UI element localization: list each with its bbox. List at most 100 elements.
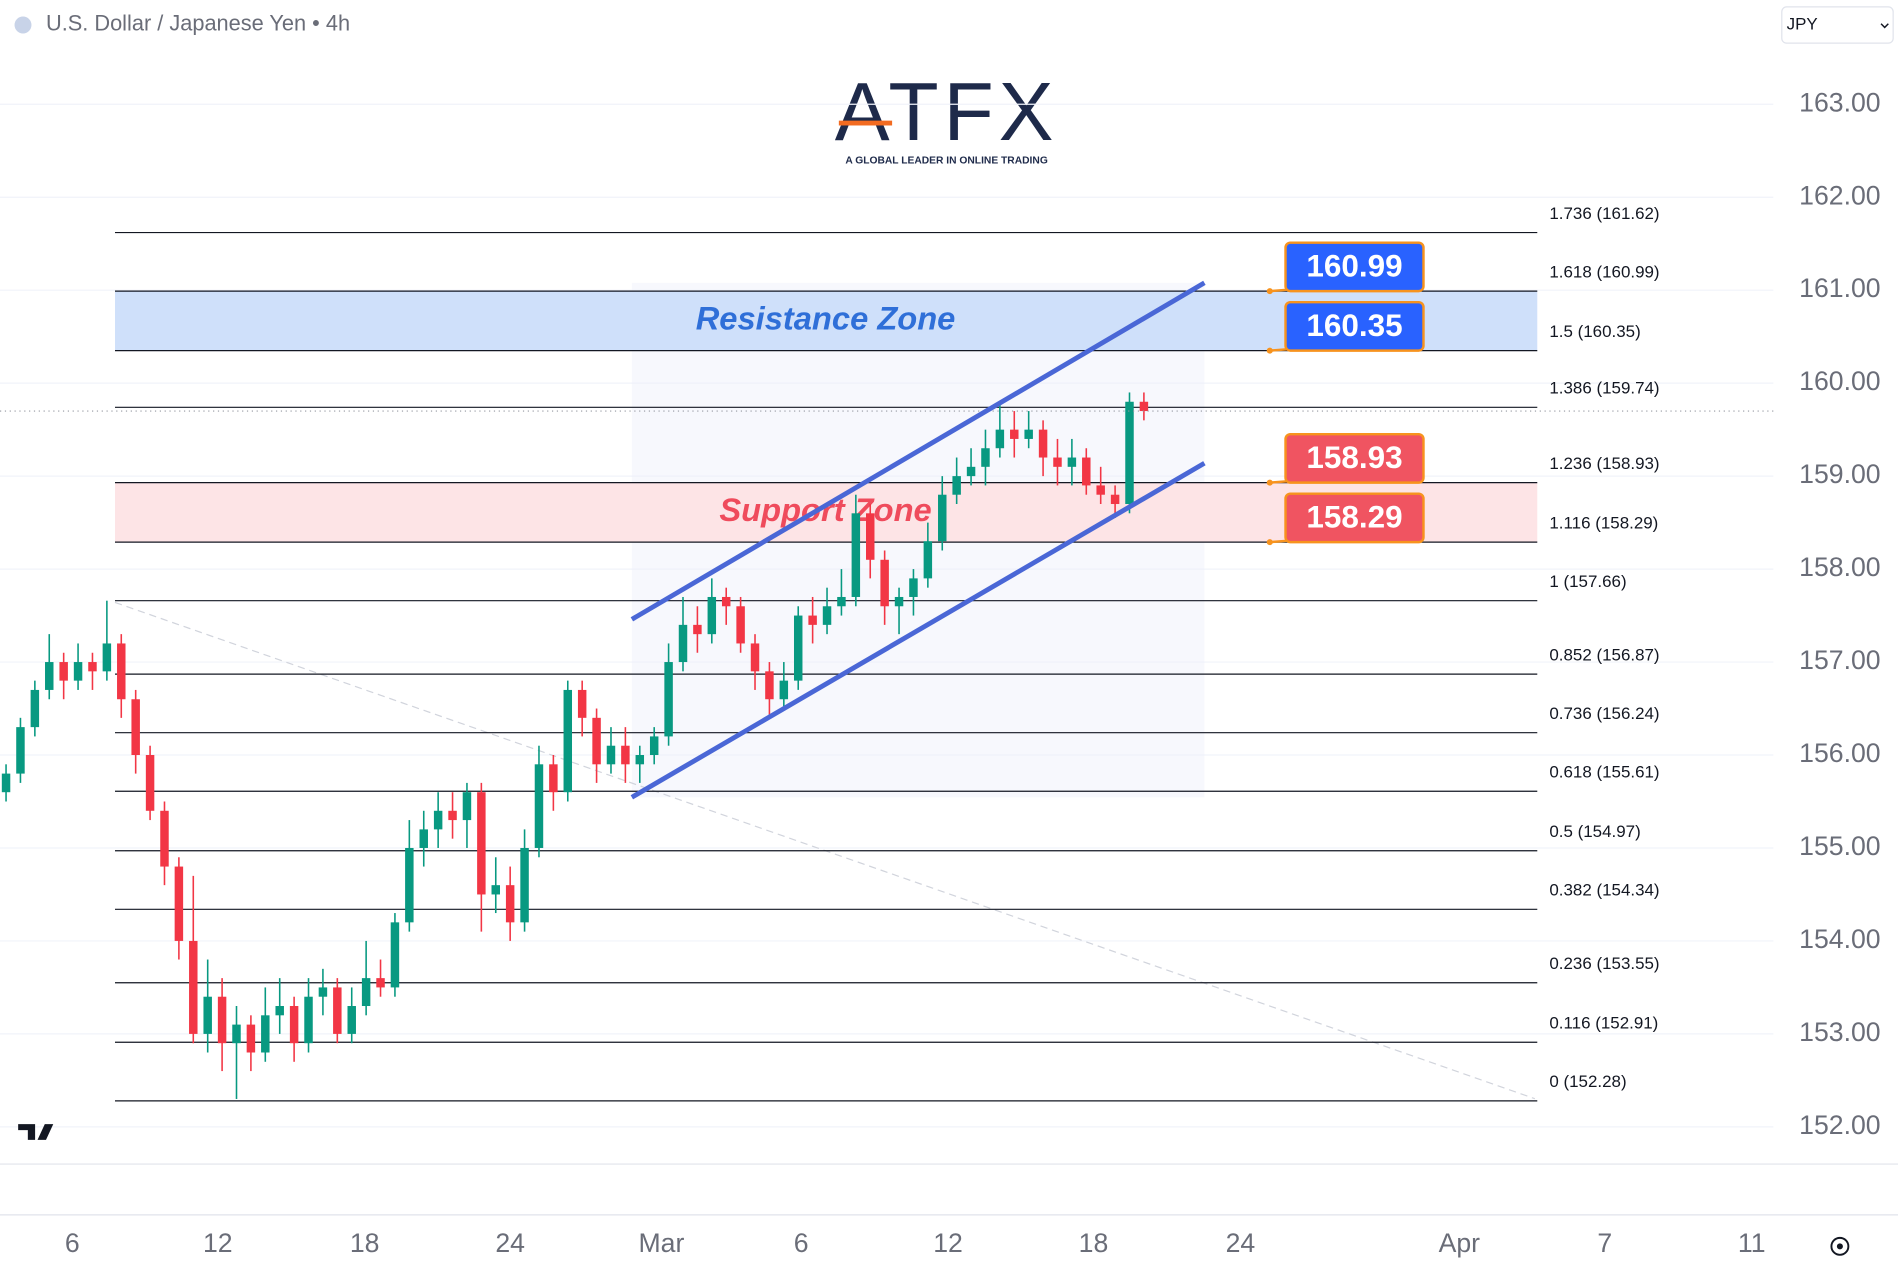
candle-body: [606, 745, 616, 765]
fib-label: 1 (157.66): [1549, 572, 1626, 591]
channel-upper: [630, 280, 1206, 622]
y-tick-label: 163.00: [1799, 87, 1880, 117]
candle-body: [73, 662, 83, 681]
candle-body: [765, 671, 774, 700]
candle-body: [477, 792, 486, 895]
y-tick-label: 152.00: [1799, 1110, 1880, 1140]
candle-body: [952, 476, 961, 495]
candle-body: [1067, 457, 1077, 467]
fib-label: 1.618 (160.99): [1549, 262, 1659, 281]
symbol-title: U.S. Dollar / Japanese Yen • 4h: [46, 11, 350, 36]
fib-label: 1.736 (161.62): [1549, 204, 1659, 223]
candle-body: [462, 792, 472, 821]
candle-body: [866, 513, 875, 560]
candle-body: [577, 689, 587, 718]
logo-accent: [838, 120, 893, 126]
candle-body: [1110, 494, 1120, 505]
candle-body: [793, 615, 803, 681]
x-tick-label: 18: [1079, 1228, 1109, 1258]
x-tick-label: 12: [933, 1228, 963, 1258]
price-tag-label: 160.35: [1306, 308, 1402, 343]
candle-body: [88, 662, 97, 672]
candle-body: [721, 596, 731, 607]
x-tick-label: 11: [1738, 1228, 1766, 1258]
candle-body: [909, 578, 918, 597]
y-tick-label: 154.00: [1799, 924, 1880, 954]
candle-body: [275, 1006, 284, 1016]
candle-body: [232, 1024, 241, 1044]
candle-body: [433, 810, 443, 830]
candle-body: [1096, 485, 1105, 495]
x-tick-label: Mar: [638, 1228, 684, 1258]
candle-body: [1053, 457, 1062, 467]
flag-icon: [14, 16, 32, 34]
price-tag-box: [1284, 241, 1425, 293]
x-tick-label: 24: [1226, 1228, 1256, 1258]
candle-body: [45, 662, 54, 690]
candle-body: [419, 829, 428, 848]
candle-body: [693, 624, 702, 635]
x-tick-label: 6: [794, 1228, 809, 1258]
candle-body: [16, 727, 25, 774]
currency-label[interactable]: JPY: [1787, 14, 1818, 33]
candle-body: [30, 689, 40, 728]
x-tick-label: 18: [350, 1228, 380, 1258]
candle-body: [880, 559, 889, 607]
candle-body: [376, 978, 385, 988]
channel: [630, 280, 1206, 800]
candle-body: [923, 541, 933, 579]
settings-icon[interactable]: [1830, 1236, 1850, 1256]
x-tick-label: 12: [203, 1228, 233, 1258]
candle-body: [261, 1015, 270, 1053]
fib-label: 0.618 (155.61): [1549, 763, 1659, 782]
price-tag-anchor: [1266, 479, 1273, 486]
candle-body: [736, 606, 745, 644]
candle-body: [635, 755, 645, 765]
levels: 1.736 (161.62) 1.618 (160.99) 1.5 (160.35)…: [114, 204, 1660, 1102]
price-tag-label: 158.93: [1306, 440, 1402, 475]
fib-label: 0.382 (154.34): [1549, 881, 1659, 900]
price-tag-anchor: [1266, 539, 1273, 546]
candle-body: [851, 513, 861, 597]
currency-dropdown[interactable]: [1781, 6, 1894, 44]
fib-label: 1.5 (160.35): [1549, 322, 1640, 341]
candle-body: [102, 643, 112, 672]
candle-body: [289, 1006, 299, 1044]
candle-body: [160, 810, 169, 867]
candle-body: [347, 1006, 356, 1034]
logo-tagline: A GLOBAL LEADER IN ONLINE TRADING: [845, 155, 1047, 166]
candle-body: [1082, 457, 1091, 486]
candle-body: [995, 429, 1005, 449]
y-tick-label: 158.00: [1799, 552, 1880, 582]
settings-icon-dot[interactable]: [1836, 1243, 1843, 1250]
candle-body: [520, 847, 529, 923]
fib-label: 0.5 (154.97): [1549, 822, 1640, 841]
axes: 163.00 162.00 161.00 160.00 159.00 158.00 157.…: [0, 87, 1898, 1258]
candle-body: [1139, 401, 1149, 412]
dropdown-caret[interactable]: [1880, 23, 1889, 29]
candle-body: [678, 624, 688, 663]
candle-body: [966, 466, 976, 477]
price-tag-box: [1284, 433, 1425, 484]
x-tick-label: 6: [65, 1228, 80, 1258]
x-tick-label: 24: [495, 1228, 525, 1258]
candle-body: [664, 662, 673, 737]
x-tick-label: 7: [1597, 1228, 1612, 1258]
candle-body: [534, 764, 544, 848]
fib-label: 0.236 (153.55): [1549, 954, 1659, 973]
candle-body: [59, 662, 68, 681]
candle-body: [405, 847, 414, 923]
candle-body: [707, 596, 717, 635]
candle-body: [203, 996, 212, 1034]
price-tag-label: 158.29: [1306, 499, 1402, 534]
price-tag-anchor: [1266, 288, 1273, 295]
price-tag-box: [1284, 300, 1425, 352]
candle-body: [390, 922, 400, 988]
candle-body: [1125, 401, 1134, 505]
price-tag-anchor: [1266, 347, 1273, 354]
y-tick-label: 153.00: [1799, 1017, 1880, 1047]
candle-body: [304, 996, 313, 1044]
fib-label: 1.116 (158.29): [1549, 513, 1658, 532]
fib-label: 0.852 (156.87): [1549, 645, 1659, 664]
